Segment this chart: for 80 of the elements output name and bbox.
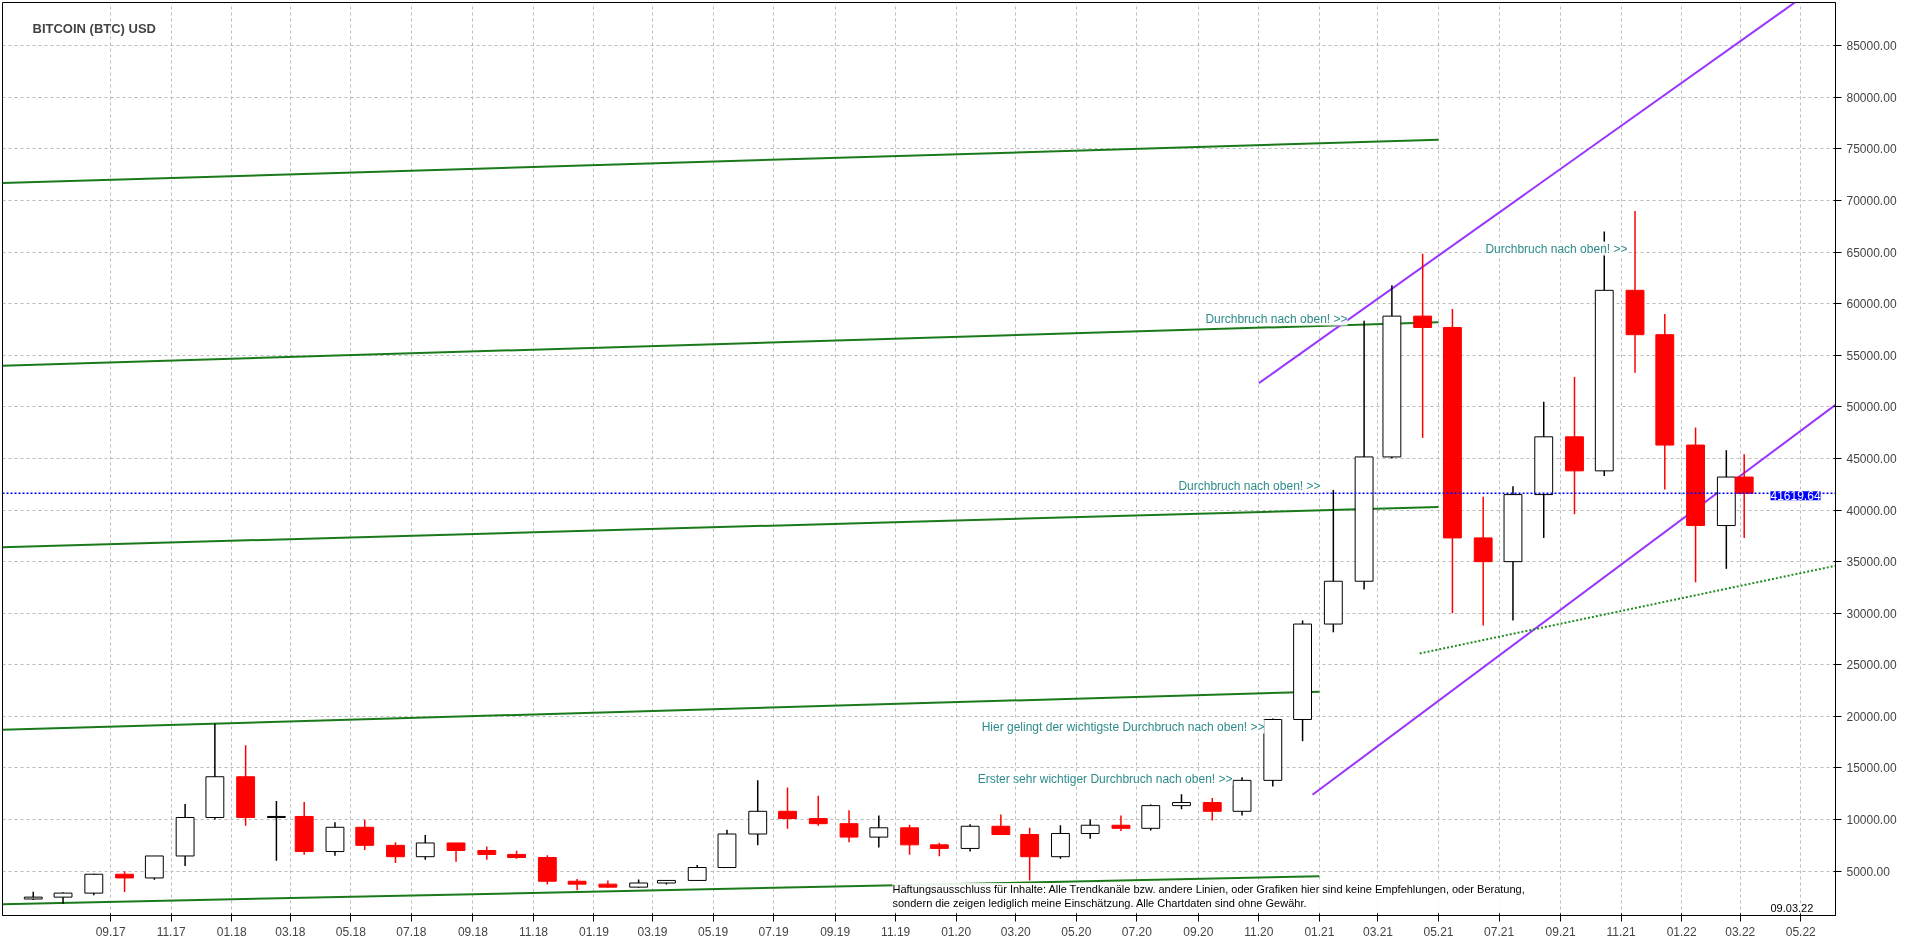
candlestick [1080,818,1100,840]
x-tick-label: 05.21 [1423,924,1454,939]
x-tick-label: 01.18 [216,924,248,939]
candlestick [386,841,405,864]
candlestick [115,870,134,893]
x-tick-label: 03.22 [1725,924,1756,939]
candlestick [477,845,497,861]
candlestick [808,795,828,827]
x-tick-label: 09.19 [820,924,851,939]
candlestick [1413,252,1433,439]
x-tick-label: 01.20 [941,924,972,939]
candlestick [1473,495,1493,627]
candlestick [839,809,859,843]
x-tick-label: 09.17 [95,924,127,939]
y-tick-label: 45000.00 [1846,451,1897,466]
annotation: Hier gelingt der wichtigste Durchbruch nach oben! >> [981,719,1265,734]
candlestick [778,786,797,830]
candlestick [537,854,557,886]
annotation: Durchbruch nach oben! >> [1485,241,1628,256]
x-tick-label: 05.18 [335,924,367,939]
x-tick-label: 07.20 [1121,924,1153,939]
annotation: Durchbruch nach oben! >> [1205,311,1348,326]
annotation: Durchbruch nach oben! >> [1178,478,1321,493]
candlestick [1141,803,1161,832]
candlestick [869,814,889,849]
x-tick-label: 07.19 [758,924,789,939]
x-tick-label: 03.20 [1000,924,1032,939]
y-tick-label: 80000.00 [1846,90,1897,105]
annotation: Haftungsausschluss für Inhalte: Alle Trendkanäle bzw. andere Linien, oder Grafiken hier sind keine Empfehlungen, oder Beratung, sondern die zeigen lediglich meine Einschätzung. Alle Chartdaten sind ohne Gewähr. [892,883,1525,910]
y-tick-label: 85000.00 [1846,39,1897,54]
candlestick [266,800,286,862]
x-tick-label: 05.19 [698,924,729,939]
x-tick-label: 09.21 [1545,924,1576,939]
candlestick [355,818,375,851]
ref-line-label: 41619.64 [1770,489,1821,504]
x-tick-label: 03.18 [275,924,306,939]
y-tick-label: 5000.00 [1846,864,1891,879]
y-tick-label: 65000.00 [1846,245,1897,260]
x-tick-label: 01.22 [1666,924,1698,939]
x-tick-label: 11.18 [518,924,549,939]
text: BITCOIN (BTC) USD [32,20,156,36]
candlestick [1050,824,1070,860]
x-tick-label: 09.20 [1183,924,1214,939]
candlestick [1734,453,1754,539]
y-tick-label: 35000.00 [1846,555,1897,570]
candlestick [900,823,919,856]
x-tick-label: 05.22 [1785,924,1817,939]
y-tick-label: 55000.00 [1846,348,1897,363]
x-tick-label: 11.19 [881,924,911,939]
candlestick [1111,814,1131,832]
candlestick [1020,827,1040,882]
y-tick-label: 15000.00 [1846,761,1897,776]
x-tick-label: 11.21 [1606,924,1637,939]
candlestick [144,855,164,881]
x-tick-label: 07.21 [1484,924,1515,939]
y-tick-label: 30000.00 [1846,606,1897,621]
x-tick-label: 11.17 [156,924,187,939]
annotation: 09.03.22 [1770,901,1814,914]
x-tick-label: 07.18 [396,924,427,939]
x-tick-label: 05.20 [1061,924,1092,939]
x-tick-label: 01.21 [1304,924,1335,939]
candlestick [415,834,435,861]
x-tick-label: 01.19 [578,924,610,939]
y-tick-label: 10000.00 [1846,813,1897,828]
y-tick-label: 25000.00 [1846,658,1897,673]
annotation: Erster sehr wichtiger Durchbruch nach oben! >> [977,771,1233,786]
x-tick-label: 03.21 [1362,924,1394,939]
x-tick-label: 09.18 [457,924,489,939]
y-tick-label: 75000.00 [1846,142,1897,157]
y-tick-label: 40000.00 [1846,503,1897,518]
y-tick-label: 60000.00 [1846,297,1897,312]
candlestick [748,779,768,847]
candlestick [446,842,466,863]
y-tick-label: 50000.00 [1846,400,1897,415]
y-tick-label: 20000.00 [1846,709,1897,724]
x-tick-label: 03.19 [637,924,668,939]
x-tick-label: 11.20 [1244,924,1274,939]
candlestick [960,823,980,853]
y-tick-label: 70000.00 [1846,194,1897,209]
candlestick [1202,797,1222,822]
